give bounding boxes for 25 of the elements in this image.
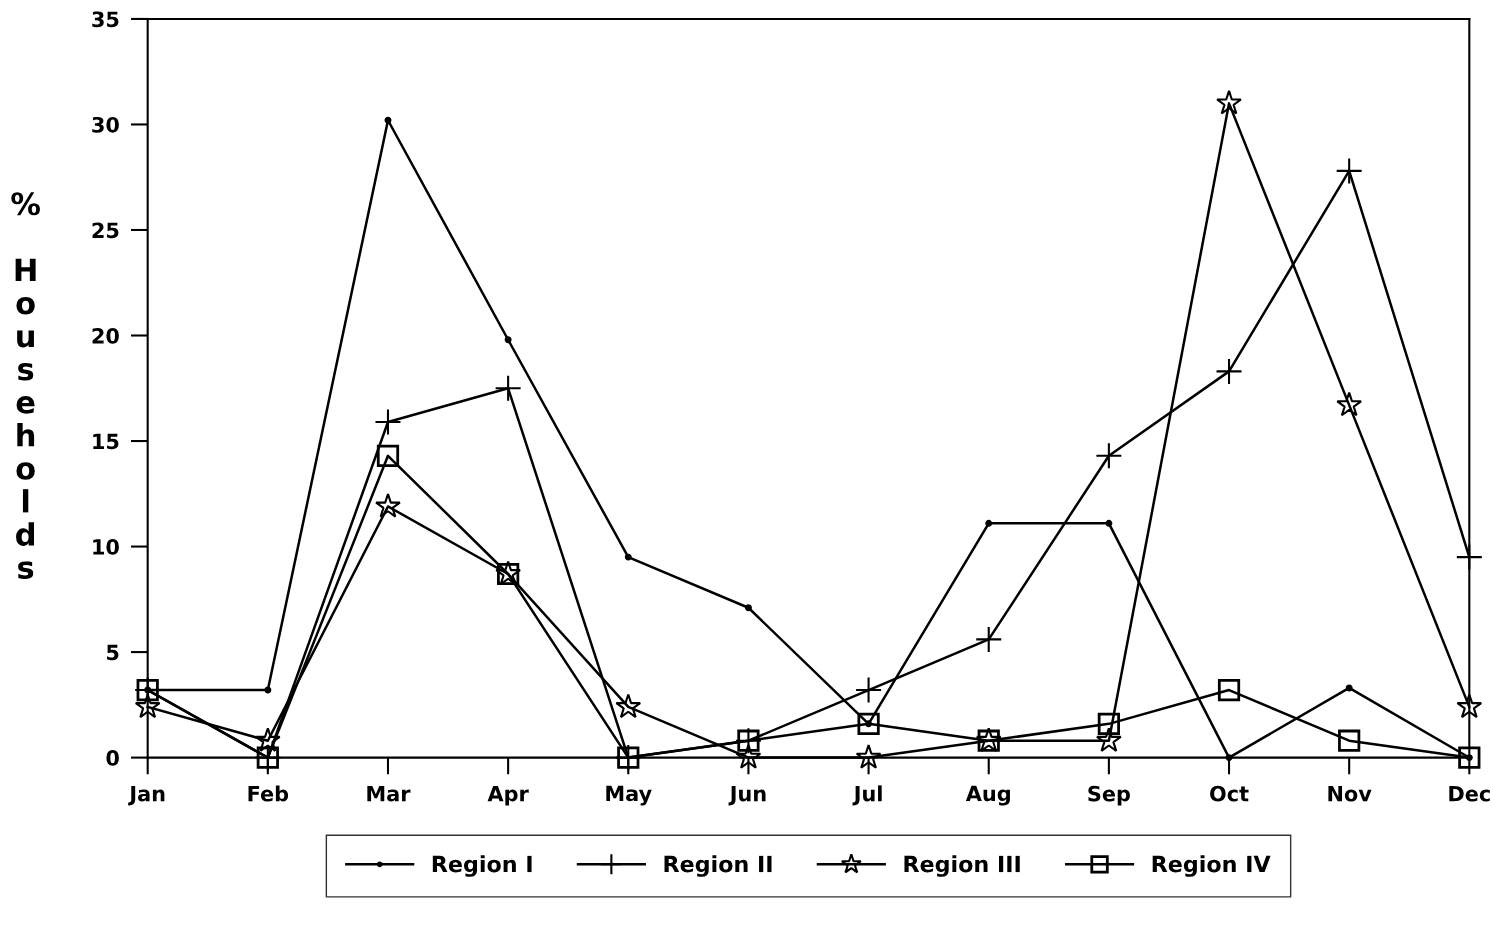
x-tick-label: Mar <box>367 786 411 802</box>
legend-label: Region II <box>664 855 772 877</box>
text: % Households <box>11 192 40 579</box>
x-tick-label: May <box>606 785 652 806</box>
x-tick-label: Jun <box>728 786 766 806</box>
x-tick-label: Jul <box>852 785 882 806</box>
legend-label: Region III <box>904 855 1020 877</box>
x-tick-label: Jan <box>128 786 165 806</box>
x-tick-label: Apr <box>487 786 529 806</box>
y-tick-label: 35 <box>92 11 119 28</box>
y-tick-label: 20 <box>92 327 119 344</box>
x-tick-label: Oct <box>1210 785 1249 802</box>
y-tick-label: 25 <box>92 222 119 239</box>
legend-label: Region IV <box>1152 855 1271 877</box>
y-tick-label: 30 <box>92 116 119 133</box>
legend-label: Region I <box>432 855 532 877</box>
y-tick-label: 0 <box>106 750 119 766</box>
x-tick-label: Sep <box>1088 785 1130 806</box>
x-tick-label: Nov <box>1328 786 1372 802</box>
y-tick-label: 5 <box>107 644 119 661</box>
x-tick-label: Aug <box>965 785 1010 806</box>
y-tick-label: 15 <box>93 433 119 450</box>
x-tick-label: Feb <box>248 785 289 802</box>
y-tick-label: 10 <box>93 539 119 555</box>
x-tick-label: Dec <box>1449 786 1490 802</box>
